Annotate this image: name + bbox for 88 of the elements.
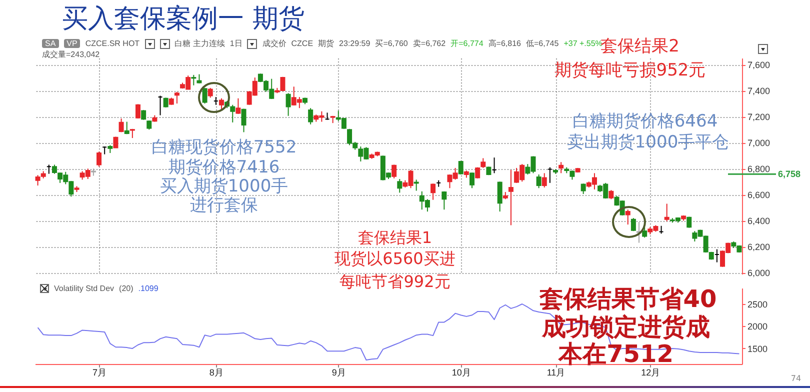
- annotation: 买入期货1000手: [160, 176, 288, 196]
- chart-title: 买入套保案例一 期货: [62, 3, 304, 36]
- annotation: 成交量=243,042: [42, 49, 100, 60]
- candlestick: [625, 209, 630, 226]
- text: 1日: [230, 38, 242, 49]
- candlestick: [118, 118, 124, 133]
- annotation: 套保结果1: [358, 228, 432, 247]
- text: SA: [42, 39, 59, 48]
- text: +37 +.55%: [564, 39, 602, 48]
- annotation: 白糖现货价格7552: [151, 138, 297, 158]
- x-tick-label: 11月: [546, 368, 566, 378]
- annotation: 期货每吨亏损952元: [554, 60, 706, 80]
- candlestick: [308, 108, 314, 125]
- y-tick-label: 6,600: [748, 190, 770, 200]
- text: 74: [790, 374, 802, 383]
- y-tick-label: 7,400: [748, 86, 770, 96]
- x-tick-label: 9月: [332, 368, 346, 378]
- annotation: 每吨节省992元: [340, 272, 450, 291]
- x-tick-label: 10月: [452, 368, 471, 378]
- annotation: 白糖期货价格6464: [572, 112, 718, 132]
- annotation: 现货以6560买进: [334, 249, 456, 268]
- text: 低=6,745: [526, 38, 559, 49]
- annotation: (20): [119, 284, 134, 293]
- candlestick: [397, 178, 402, 194]
- candlestick: [241, 108, 246, 133]
- text: CZCE: [291, 39, 314, 48]
- candlestick: [580, 183, 586, 194]
- candlestick: [208, 87, 213, 98]
- x-tick-label: 12月: [641, 368, 660, 378]
- text: 成交价: [262, 38, 286, 49]
- candlestick: [174, 91, 180, 104]
- text: 开=6,774: [450, 38, 484, 49]
- candlestick: [630, 218, 636, 232]
- text: 高=6,816: [488, 38, 521, 49]
- text: 期货: [318, 38, 334, 49]
- candlestick: [458, 160, 464, 175]
- candlestick: [392, 164, 397, 179]
- candlestick: [230, 104, 236, 123]
- text: 23:29:59: [339, 39, 370, 48]
- candlestick: [430, 183, 436, 200]
- candlestick: [163, 97, 168, 108]
- candlestick: [470, 172, 475, 189]
- candlestick: [96, 151, 102, 168]
- candlestick: [536, 174, 542, 189]
- candlestick: [442, 190, 447, 210]
- candlestick: [508, 169, 514, 226]
- y-tick-label: 7,600: [748, 60, 770, 70]
- y-tick-label: 2000: [748, 322, 768, 332]
- candlestick: [196, 74, 202, 84]
- y-tick-label: 1500: [748, 344, 768, 354]
- candlestick: [542, 172, 547, 188]
- annotation: 进行套保: [190, 196, 258, 216]
- ref-line-label: 6,758: [778, 169, 801, 180]
- text: 买=6,760: [375, 38, 408, 49]
- candlestick: [558, 162, 564, 174]
- candlestick: [608, 190, 614, 200]
- candlestick: [686, 216, 692, 228]
- text: 套保结果2: [600, 36, 680, 56]
- annotation: 卖出期货1000手平仓: [566, 132, 730, 152]
- y-tick-label: 6,000: [748, 268, 770, 278]
- y-tick-label: 6,800: [748, 164, 770, 174]
- candlestick: [236, 98, 241, 114]
- text: 白糖 主力连续: [174, 38, 225, 49]
- x-tick-label: 8月: [209, 368, 224, 378]
- x-tick-label: 7月: [92, 368, 107, 378]
- candlestick: [202, 87, 208, 104]
- candlestick: [124, 121, 130, 135]
- text: 卖=6,762: [412, 38, 446, 49]
- annotation: 本在7512: [558, 340, 674, 368]
- candlestick: [480, 158, 486, 168]
- annotation: Volatility Std Dev: [54, 284, 114, 293]
- candlestick: [113, 136, 118, 148]
- candlestick: [286, 92, 291, 116]
- candlestick: [191, 74, 196, 86]
- y-tick-label: 2500: [748, 300, 768, 310]
- y-tick-label: 6,200: [748, 242, 770, 252]
- y-tick-label: 7,200: [748, 112, 770, 122]
- annotation: 套保结果节省40: [539, 285, 717, 313]
- y-tick-label: 7,000: [748, 138, 770, 148]
- annotation: 期货价格7416: [168, 158, 280, 178]
- text: CZCE.SR HOT: [85, 39, 140, 48]
- y-tick-label: 6,400: [748, 216, 770, 226]
- candlestick: [135, 104, 140, 120]
- candlestick: [664, 203, 670, 222]
- candlestick: [497, 181, 502, 212]
- text: VP: [64, 39, 80, 48]
- candlestick: [141, 110, 146, 120]
- annotation: .1099: [138, 284, 158, 293]
